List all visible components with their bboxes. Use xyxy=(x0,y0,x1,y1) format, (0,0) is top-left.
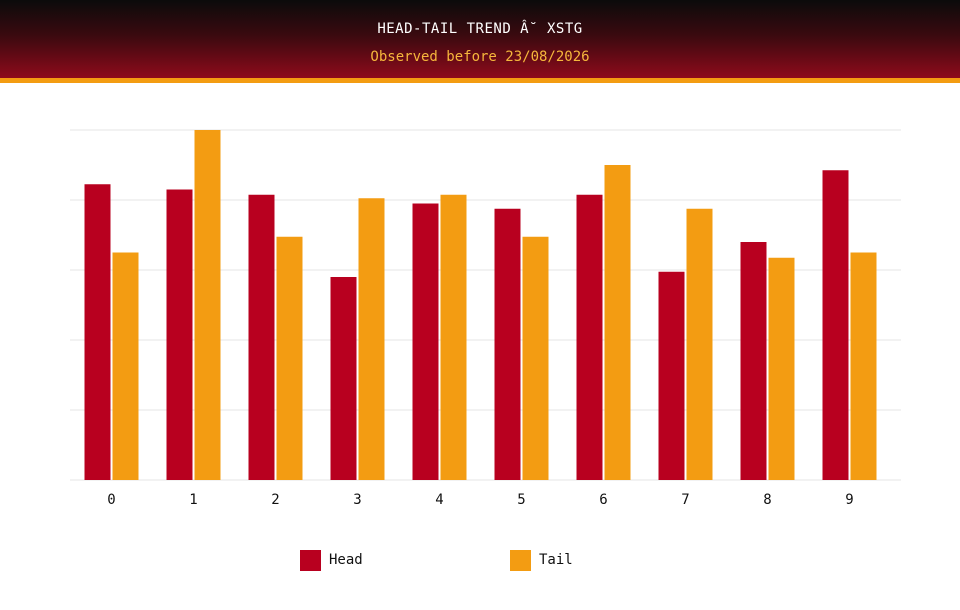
chart-title: HEAD-TAIL TREND Â˘ XSTG xyxy=(377,21,583,37)
bar-tail-9[interactable] xyxy=(850,252,877,481)
bar-tail-6[interactable] xyxy=(604,165,631,480)
bar-head-4[interactable] xyxy=(412,203,439,481)
x-tick-label-2: 2 xyxy=(271,492,279,508)
x-tick-label-9: 9 xyxy=(845,492,853,508)
bar-tail-0[interactable] xyxy=(112,252,139,481)
bar-head-3[interactable] xyxy=(330,277,357,480)
bar-head-6[interactable] xyxy=(576,194,603,480)
bar-head-0[interactable] xyxy=(84,184,111,480)
bar-head-1[interactable] xyxy=(166,189,193,481)
chart-subtitle: Observed before 23/08/2026 xyxy=(370,49,590,65)
bar-head-9[interactable] xyxy=(822,170,849,480)
bar-tail-3[interactable] xyxy=(358,198,385,480)
x-tick-label-4: 4 xyxy=(435,492,443,508)
legend-label-tail: Tail xyxy=(539,552,573,568)
bar-head-5[interactable] xyxy=(494,208,521,480)
bar-head-8[interactable] xyxy=(740,242,767,480)
x-tick-label-1: 1 xyxy=(189,492,197,508)
bar-tail-8[interactable] xyxy=(768,257,795,480)
header-accent-stripe xyxy=(0,78,960,83)
bars-layer xyxy=(84,130,877,481)
x-tick-labels: 0 1 2 3 4 5 6 7 8 9 xyxy=(107,492,853,508)
x-tick-label-0: 0 xyxy=(107,492,115,508)
legend-swatch-head xyxy=(300,549,321,571)
bar-tail-2[interactable] xyxy=(276,236,303,480)
x-tick-label-7: 7 xyxy=(681,492,689,508)
legend-item-tail[interactable]: Tail xyxy=(510,549,573,571)
chart-legend: Head Tail xyxy=(0,549,960,573)
x-tick-label-5: 5 xyxy=(517,492,525,508)
x-tick-label-3: 3 xyxy=(353,492,361,508)
bar-tail-4[interactable] xyxy=(440,194,467,480)
bar-tail-5[interactable] xyxy=(522,236,549,480)
legend-item-head[interactable]: Head xyxy=(300,549,363,571)
x-tick-label-8: 8 xyxy=(763,492,771,508)
legend-swatch-tail xyxy=(510,549,531,571)
x-tick-label-6: 6 xyxy=(599,492,607,508)
legend-label-head: Head xyxy=(329,552,363,568)
bar-head-7[interactable] xyxy=(658,271,685,480)
bar-tail-1[interactable] xyxy=(194,130,221,480)
bar-head-2[interactable] xyxy=(248,194,275,480)
chart-header xyxy=(0,0,960,78)
bar-tail-7[interactable] xyxy=(686,208,713,480)
